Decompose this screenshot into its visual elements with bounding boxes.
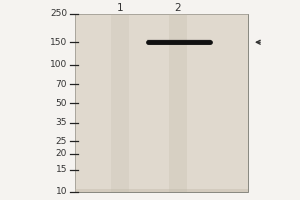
Text: 250: 250 bbox=[50, 9, 67, 19]
Text: 15: 15 bbox=[56, 165, 67, 174]
Bar bbox=[75, 14, 248, 192]
Text: 150: 150 bbox=[50, 38, 67, 47]
Text: 20: 20 bbox=[56, 149, 67, 158]
Text: 1: 1 bbox=[117, 3, 123, 13]
Text: 70: 70 bbox=[56, 80, 67, 89]
Text: 10: 10 bbox=[56, 188, 67, 196]
Bar bbox=[111, 14, 129, 192]
Text: 2: 2 bbox=[175, 3, 181, 13]
Text: 50: 50 bbox=[56, 98, 67, 108]
Text: 25: 25 bbox=[56, 137, 67, 146]
Bar bbox=[169, 14, 187, 192]
Text: 100: 100 bbox=[50, 60, 67, 69]
Text: 35: 35 bbox=[56, 118, 67, 127]
Bar bbox=[75, 14, 248, 192]
Bar bbox=[75, 189, 248, 192]
